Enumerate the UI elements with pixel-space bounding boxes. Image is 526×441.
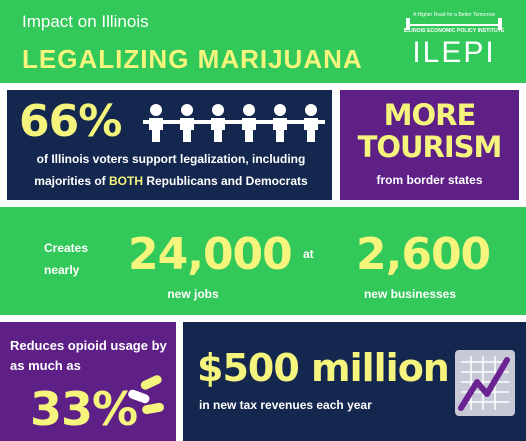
tax-description: in new tax revenues each year (199, 398, 372, 412)
pills-icon (128, 375, 164, 415)
voters-desc-part1: of Illinois voters support legalization,… (34, 152, 306, 188)
page-title: LEGALIZING MARIJUANA (22, 44, 363, 74)
voters-desc-part2: Republicans and Democrats (142, 174, 308, 188)
voters-desc-highlight: BOTH (108, 174, 143, 188)
title-subheading: Impact on Illinois (22, 12, 149, 31)
ilepi-logo: A Higher Road for a Better Tomorrow ILLI… (398, 12, 510, 70)
logo-organization: ILLINOIS ECONOMIC POLICY INSTITUTE (403, 28, 505, 34)
logo-roof-icon (406, 18, 502, 30)
opioid-description: Reduces opioid usage by as much as (10, 338, 167, 373)
opioid-panel: Reduces opioid usage by as much as 33% (0, 322, 176, 441)
businesses-number: 2,600 (356, 229, 491, 280)
voters-percent: 66% (19, 96, 122, 147)
header-banner: Impact on Illinois LEGALIZING MARIJUANA … (0, 0, 526, 83)
jobs-label: new jobs (167, 287, 219, 301)
tourism-panel: MORE TOURISM from border states (340, 90, 519, 200)
jobs-number: 24,000 (128, 229, 293, 280)
tax-amount: $500 million (197, 346, 450, 390)
at-label: at (303, 247, 314, 261)
logo-acronym: ILEPI (412, 36, 496, 69)
opioid-percent: 33% (30, 382, 138, 436)
tax-panel: $500 million in new tax revenues each ye… (183, 322, 526, 441)
logo-tagline: A Higher Road for a Better Tomorrow (413, 12, 495, 18)
businesses-label: new businesses (363, 287, 457, 301)
rising-chart-icon (455, 350, 515, 416)
people-holding-hands-icon (143, 104, 325, 142)
voters-panel: 66% of Illinois voters support legalizat… (7, 90, 332, 200)
jobs-panel: Creates nearly 24,000 new jobs at 2,600 … (0, 207, 526, 315)
voters-description: of Illinois voters support legalization,… (17, 148, 325, 192)
tourism-headline: MORE TOURISM (357, 98, 503, 164)
tourism-subtext: from border states (376, 173, 483, 187)
creates-label: Creates nearly (44, 241, 89, 277)
